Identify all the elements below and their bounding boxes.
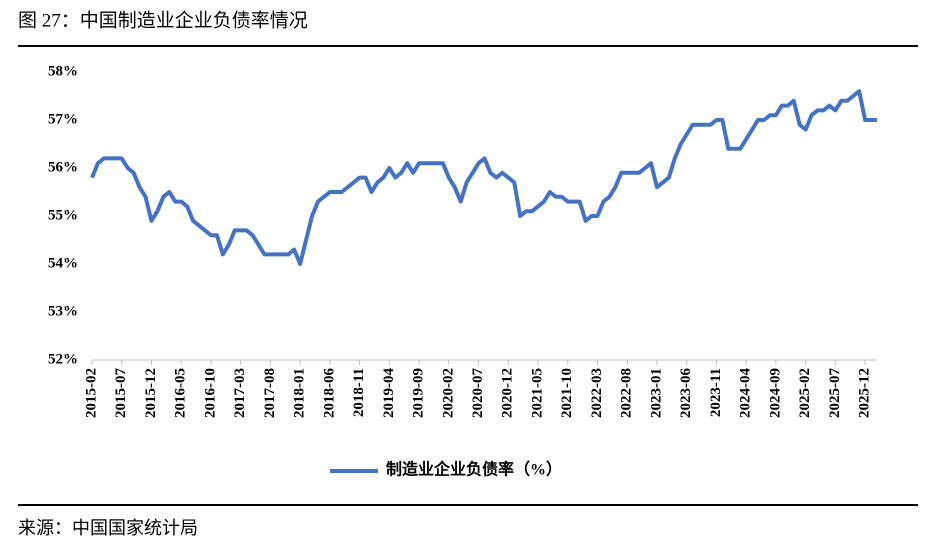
x-tick-label: 2018-01 xyxy=(292,368,308,418)
y-tick-label: 58% xyxy=(48,63,78,79)
x-tick-label: 2015-12 xyxy=(143,368,159,418)
x-tick-label: 2025-07 xyxy=(827,368,843,418)
x-tick-label: 2023-01 xyxy=(648,368,664,418)
x-tick-label: 2016-10 xyxy=(202,368,218,418)
x-tick-label: 2021-05 xyxy=(529,368,545,418)
x-tick-label: 2024-09 xyxy=(767,368,783,418)
x-tick-label: 2024-04 xyxy=(738,368,754,418)
y-tick-label: 57% xyxy=(48,111,78,127)
source: 来源：中国国家统计局 xyxy=(18,518,198,538)
line-series xyxy=(90,89,877,266)
x-tick-label: 2020-07 xyxy=(470,368,486,418)
y-tick-label: 54% xyxy=(48,255,78,271)
x-tick-label: 2019-04 xyxy=(381,368,397,418)
y-tick-label: 56% xyxy=(48,159,78,175)
x-tick-label: 2019-09 xyxy=(411,368,427,418)
x-tick-label: 2015-02 xyxy=(83,368,99,418)
x-tick-label: 2022-08 xyxy=(619,368,635,418)
x-tick-label: 2023-06 xyxy=(678,368,694,418)
x-tick-label: 2018-06 xyxy=(321,368,337,418)
legend-label: 制造业企业负债率（%） xyxy=(386,460,562,479)
x-tick-label: 2016-05 xyxy=(173,368,189,418)
x-tick-label: 2025-12 xyxy=(857,368,873,418)
x-tick-label: 2015-07 xyxy=(113,368,129,418)
x-tick-label: 2022-03 xyxy=(589,368,605,418)
chart-title: 图 27：中国制造业企业负债率情况 xyxy=(18,9,308,31)
x-tick-label: 2020-02 xyxy=(440,368,456,418)
y-tick-label: 52% xyxy=(48,351,78,367)
x-tick-label: 2017-03 xyxy=(232,368,248,418)
x-tick-label: 2021-10 xyxy=(559,368,575,418)
x-tick-label: 2023-11 xyxy=(708,368,724,417)
y-tick-label: 55% xyxy=(48,207,78,223)
y-tick-label: 53% xyxy=(48,303,78,319)
x-tick-label: 2025-02 xyxy=(797,368,813,418)
x-tick-label: 2020-12 xyxy=(500,368,516,418)
x-tick-label: 2018-11 xyxy=(351,368,367,417)
x-tick-label: 2017-08 xyxy=(262,368,278,418)
